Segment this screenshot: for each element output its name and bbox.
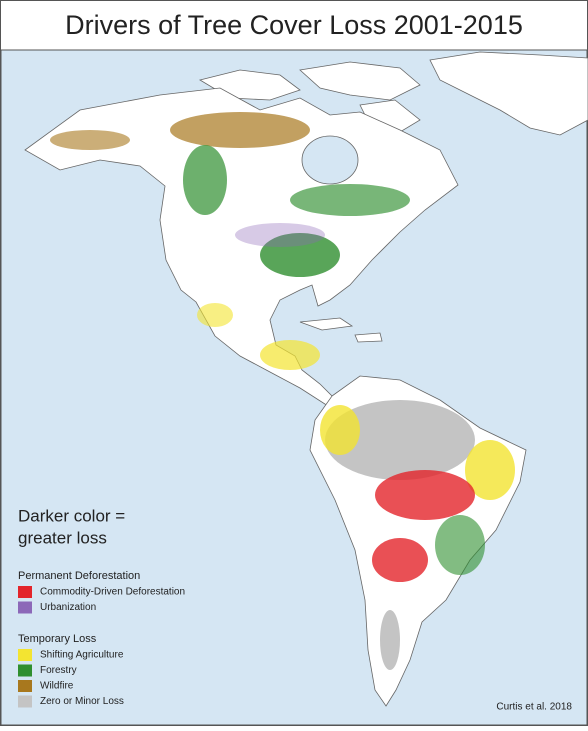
shifting-patch	[197, 303, 233, 327]
shifting-patch	[320, 405, 360, 455]
commodity-patch	[372, 538, 428, 582]
caribbean	[299, 317, 383, 343]
legend-label: Forestry	[40, 665, 77, 676]
legend-swatch	[18, 649, 32, 661]
minor-patch	[380, 610, 400, 670]
shifting-patch	[260, 340, 320, 370]
legend-label: Commodity-Driven Deforestation	[40, 587, 185, 598]
shifting-patch	[465, 440, 515, 500]
hudson-bay	[301, 135, 359, 185]
legend-swatch	[18, 680, 32, 692]
commodity-patch	[375, 470, 475, 520]
forestry-patch	[435, 515, 485, 575]
legend-label: Wildfire	[40, 681, 74, 692]
urban-patch	[235, 223, 325, 247]
wildfire-patch	[170, 112, 310, 148]
title: Drivers of Tree Cover Loss 2001-2015	[65, 10, 523, 40]
note: Darker color =	[18, 506, 125, 525]
legend-swatch	[18, 586, 32, 598]
legend-heading: Permanent Deforestation	[18, 570, 140, 582]
forestry-patch	[183, 145, 227, 215]
legend-swatch	[18, 695, 32, 708]
legend-swatch	[18, 601, 32, 614]
legend: Permanent Deforestation Commodity-Driven …	[18, 570, 185, 708]
forestry-patch	[260, 233, 340, 277]
wildfire-patch	[50, 130, 130, 150]
legend-swatch	[18, 664, 32, 677]
legend-label: Zero or Minor Loss	[40, 696, 124, 707]
legend-label: Shifting Agriculture	[40, 650, 124, 661]
loss-patches	[50, 112, 515, 670]
legend-label: Urbanization	[40, 602, 96, 613]
credit: Curtis et al. 2018	[496, 702, 572, 713]
forestry-patch	[290, 184, 410, 216]
legend-heading: Temporary Loss	[18, 633, 97, 645]
minor-patch	[325, 400, 475, 480]
note: greater loss	[18, 528, 107, 547]
greenland	[429, 51, 588, 136]
